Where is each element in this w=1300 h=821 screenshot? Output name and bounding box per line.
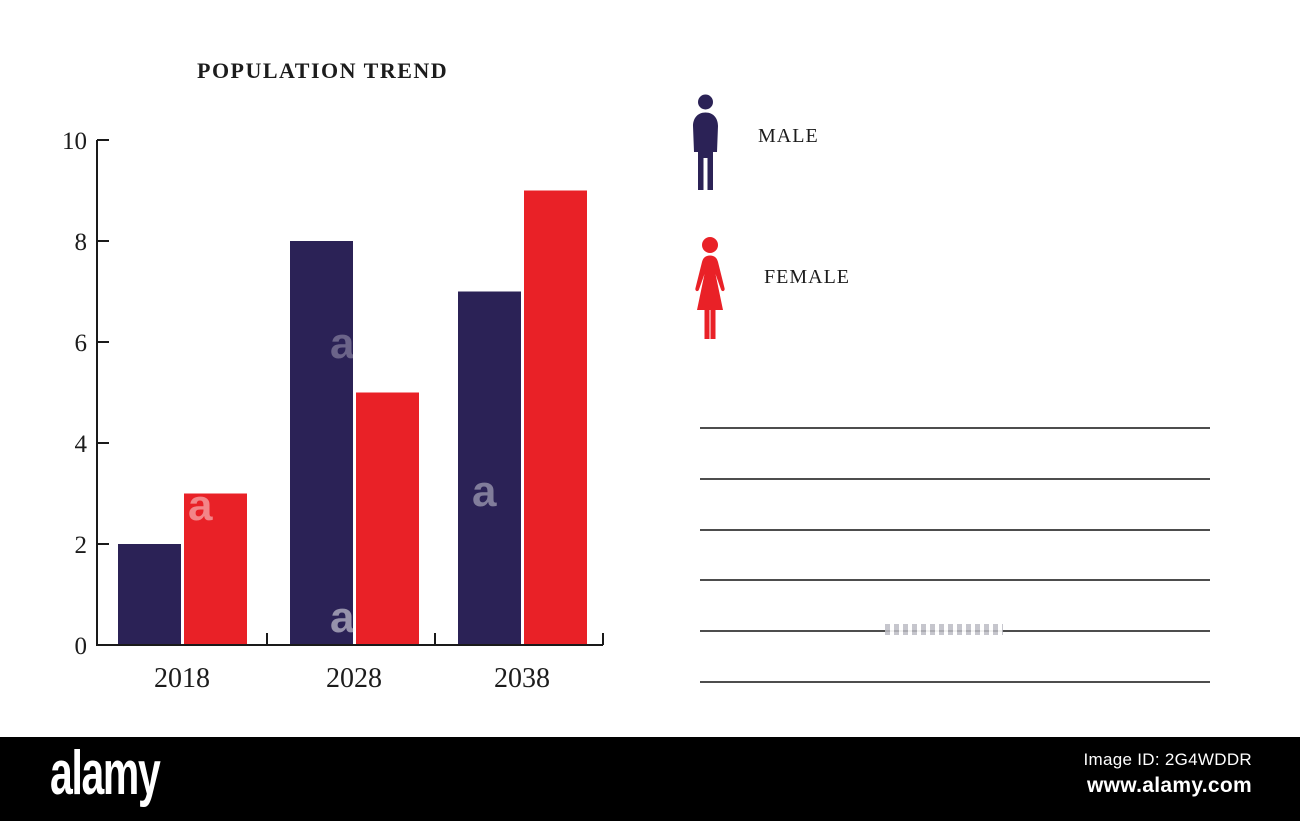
footer-meta: Image ID: 2G4WDDR www.alamy.com [1083,750,1252,798]
note-line-6 [700,681,1210,683]
image-id-text: Image ID: 2G4WDDR [1083,750,1252,769]
x-category-label-2018: 2018 [154,663,210,694]
legend-item-male: MALE [688,94,819,194]
watermark-dots [885,624,1003,635]
alamy-url-text: www.alamy.com [1087,774,1252,797]
male-figure-icon [693,94,718,190]
y-tick-label-2: 2 [75,532,88,559]
chart-title: POPULATION TREND [197,58,449,83]
x-category-label-2038: 2038 [494,663,550,694]
note-line-1 [700,427,1210,429]
population-trend-bar-chart: 0 2 4 6 8 10 2018 2028 2038 [62,128,604,694]
bar-female-2028 [356,392,419,645]
bar-male-2018 [118,544,181,645]
legend-label-female: FEMALE [764,265,850,288]
legend-item-female: FEMALE [688,236,850,346]
note-line-3 [700,529,1210,531]
y-tick-label-6: 6 [75,330,88,357]
y-tick-label-4: 4 [75,431,88,458]
alamy-watermark-bar: alamy Image ID: 2G4WDDR www.alamy.com [0,737,1300,821]
bar-female-2018 [184,493,247,645]
note-line-2 [700,478,1210,480]
y-tick-label-0: 0 [75,633,88,660]
bar-male-2038 [458,291,521,645]
note-line-4 [700,579,1210,581]
x-category-label-2028: 2028 [326,663,382,694]
female-figure-icon [695,237,725,339]
y-tick-label-10: 10 [62,128,87,155]
y-tick-label-8: 8 [75,229,88,256]
alamy-logo: alamy [50,739,161,808]
bar-male-2028 [290,241,353,645]
legend-label-male: MALE [758,124,819,147]
bar-female-2038 [524,190,587,645]
